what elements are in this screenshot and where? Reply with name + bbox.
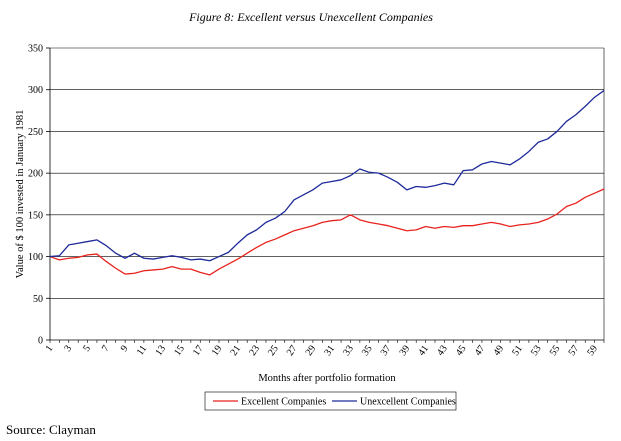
x-tick-label: 45 — [454, 343, 469, 358]
x-tick-label: 17 — [191, 343, 206, 358]
x-axis-label: Months after portfolio formation — [258, 373, 396, 384]
y-axis-label: Value of $ 100 invested in January 1981 — [15, 110, 26, 279]
x-tick-label: 23 — [247, 343, 262, 358]
x-tick-label: 35 — [360, 343, 375, 358]
series-line-unexcellent — [49, 90, 605, 262]
x-tick-label: 27 — [285, 343, 300, 358]
x-tick-label: 53 — [529, 343, 544, 358]
x-tick-label: 55 — [548, 343, 563, 358]
x-tick-label: 13 — [153, 343, 168, 358]
x-tick-label: 43 — [435, 343, 450, 358]
x-tick-label: 25 — [266, 343, 281, 358]
x-tick-label: 59 — [585, 343, 600, 358]
x-tick-label: 21 — [229, 343, 244, 358]
x-tick-label: 41 — [416, 343, 431, 358]
x-tick-label: 39 — [398, 343, 413, 358]
y-tick-label: 50 — [33, 294, 43, 305]
x-tick-label: 31 — [322, 343, 337, 358]
x-tick-label: 11 — [135, 343, 150, 357]
x-tick-label: 51 — [510, 343, 525, 358]
chart-title: Figure 8: Excellent versus Unexcellent C… — [188, 10, 433, 24]
legend-box — [204, 391, 457, 411]
x-tick-label: 29 — [304, 343, 319, 358]
x-tick-label: 33 — [341, 343, 356, 358]
y-tick-label: 250 — [28, 127, 43, 138]
x-tick-label: 7 — [100, 343, 112, 353]
y-tick-label: 350 — [28, 44, 43, 55]
y-tick-label: 300 — [28, 85, 43, 96]
x-tick-label: 37 — [379, 343, 394, 358]
x-tick-label: 1 — [44, 343, 56, 353]
source-note: Source: Clayman — [6, 422, 96, 437]
x-tick-label: 19 — [210, 343, 225, 358]
y-tick-label: 0 — [38, 336, 43, 347]
y-tick-label: 100 — [28, 252, 43, 263]
y-tick-label: 200 — [28, 169, 43, 180]
series-line-excellent — [49, 188, 605, 276]
y-tick-label: 150 — [28, 210, 43, 221]
legend: Excellent Companies Unexcellent Companies — [204, 391, 457, 411]
legend-entry-label: Unexcellent Companies — [360, 397, 456, 408]
x-tick-label: 9 — [119, 343, 131, 353]
legend-entry-label: Excellent Companies — [241, 397, 326, 408]
x-tick-label: 57 — [567, 343, 582, 358]
x-tick-label: 5 — [81, 343, 93, 353]
x-tick-label: 15 — [172, 343, 187, 358]
x-tick-label: 47 — [473, 343, 488, 358]
x-tick-label: 49 — [491, 343, 506, 358]
x-tick-label: 3 — [62, 343, 74, 353]
